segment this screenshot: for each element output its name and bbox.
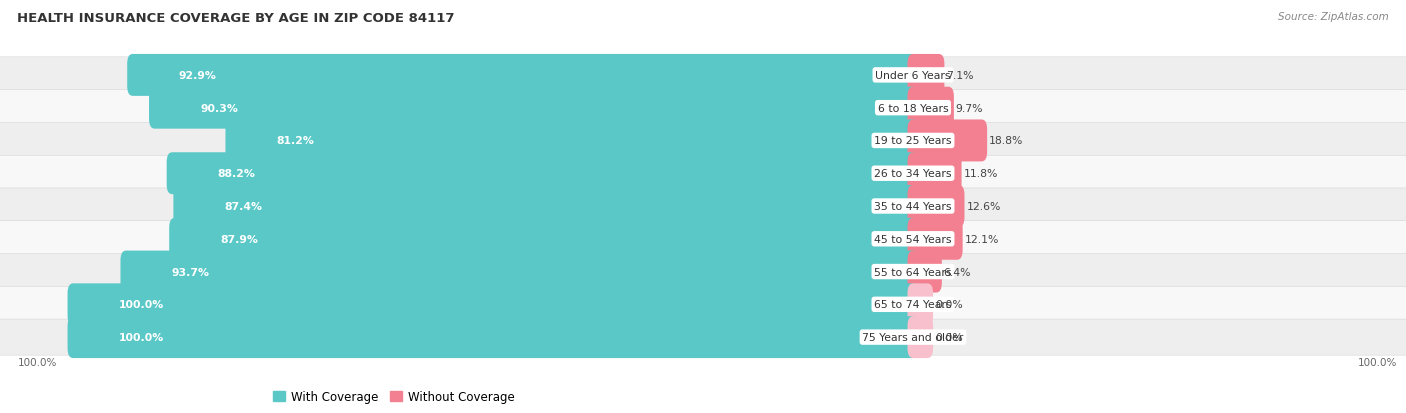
FancyBboxPatch shape <box>0 58 1406 94</box>
FancyBboxPatch shape <box>907 185 965 228</box>
Text: 9.7%: 9.7% <box>956 103 983 114</box>
Text: 19 to 25 Years: 19 to 25 Years <box>875 136 952 146</box>
Text: 87.4%: 87.4% <box>225 202 263 211</box>
FancyBboxPatch shape <box>907 218 963 260</box>
Text: 100.0%: 100.0% <box>1358 357 1398 367</box>
FancyBboxPatch shape <box>0 156 1406 192</box>
Text: 87.9%: 87.9% <box>221 234 259 244</box>
FancyBboxPatch shape <box>127 55 918 97</box>
Text: 65 to 74 Years: 65 to 74 Years <box>875 299 952 310</box>
Text: 11.8%: 11.8% <box>963 169 998 179</box>
Text: 6.4%: 6.4% <box>943 267 972 277</box>
FancyBboxPatch shape <box>225 120 918 162</box>
Text: 88.2%: 88.2% <box>218 169 256 179</box>
FancyBboxPatch shape <box>0 319 1406 355</box>
FancyBboxPatch shape <box>0 254 1406 290</box>
Text: Source: ZipAtlas.com: Source: ZipAtlas.com <box>1278 12 1389 22</box>
Text: 100.0%: 100.0% <box>118 332 165 342</box>
FancyBboxPatch shape <box>167 153 918 195</box>
FancyBboxPatch shape <box>149 88 918 129</box>
FancyBboxPatch shape <box>907 55 945 97</box>
FancyBboxPatch shape <box>0 123 1406 159</box>
FancyBboxPatch shape <box>0 221 1406 257</box>
FancyBboxPatch shape <box>907 251 942 293</box>
Text: 7.1%: 7.1% <box>946 71 974 81</box>
Text: 92.9%: 92.9% <box>179 71 217 81</box>
Text: 18.8%: 18.8% <box>988 136 1024 146</box>
Text: 45 to 54 Years: 45 to 54 Years <box>875 234 952 244</box>
Text: 55 to 64 Years: 55 to 64 Years <box>875 267 952 277</box>
Text: 0.0%: 0.0% <box>935 332 963 342</box>
FancyBboxPatch shape <box>907 88 953 129</box>
Text: 100.0%: 100.0% <box>118 299 165 310</box>
FancyBboxPatch shape <box>121 251 918 293</box>
Text: 6 to 18 Years: 6 to 18 Years <box>877 103 948 114</box>
FancyBboxPatch shape <box>67 316 918 358</box>
Text: 75 Years and older: 75 Years and older <box>862 332 963 342</box>
Text: 90.3%: 90.3% <box>200 103 238 114</box>
FancyBboxPatch shape <box>0 287 1406 323</box>
FancyBboxPatch shape <box>907 120 987 162</box>
Text: 93.7%: 93.7% <box>172 267 209 277</box>
FancyBboxPatch shape <box>907 153 962 195</box>
Legend: With Coverage, Without Coverage: With Coverage, Without Coverage <box>269 385 519 408</box>
FancyBboxPatch shape <box>67 284 918 325</box>
Text: 35 to 44 Years: 35 to 44 Years <box>875 202 952 211</box>
Text: Under 6 Years: Under 6 Years <box>876 71 950 81</box>
Text: 26 to 34 Years: 26 to 34 Years <box>875 169 952 179</box>
Text: 12.1%: 12.1% <box>965 234 998 244</box>
Text: 100.0%: 100.0% <box>18 357 58 367</box>
FancyBboxPatch shape <box>0 90 1406 126</box>
Text: 81.2%: 81.2% <box>277 136 315 146</box>
FancyBboxPatch shape <box>173 185 918 228</box>
FancyBboxPatch shape <box>907 284 934 325</box>
FancyBboxPatch shape <box>169 218 918 260</box>
FancyBboxPatch shape <box>907 316 934 358</box>
FancyBboxPatch shape <box>0 188 1406 225</box>
Text: 0.0%: 0.0% <box>935 299 963 310</box>
Text: HEALTH INSURANCE COVERAGE BY AGE IN ZIP CODE 84117: HEALTH INSURANCE COVERAGE BY AGE IN ZIP … <box>17 12 454 25</box>
Text: 12.6%: 12.6% <box>966 202 1001 211</box>
